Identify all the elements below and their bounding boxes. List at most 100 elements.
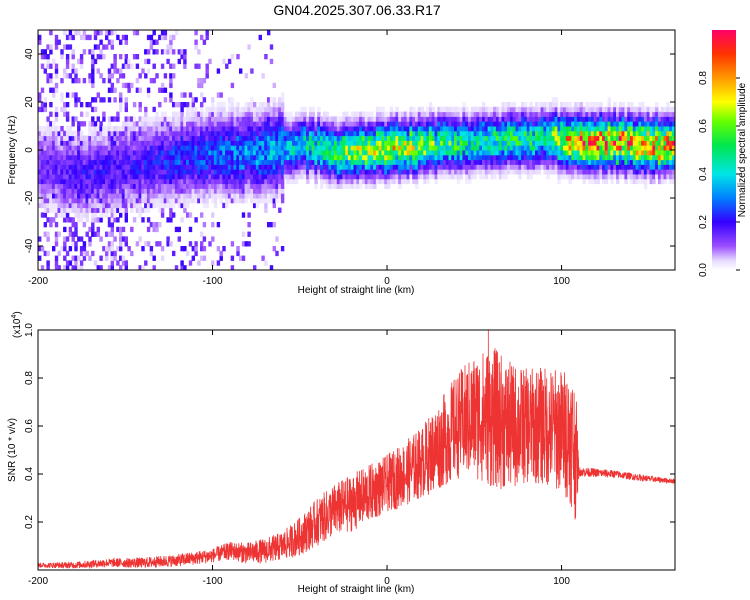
spectrogram-cell bbox=[596, 116, 600, 122]
spectrogram-cell bbox=[387, 116, 391, 122]
spectrogram-cell bbox=[85, 135, 89, 141]
spectrogram-cell bbox=[521, 145, 525, 151]
spectrogram-cell bbox=[141, 150, 145, 156]
spectrogram-cell bbox=[635, 121, 639, 127]
spectrogram-cell bbox=[244, 198, 248, 204]
spectrogram-cell bbox=[155, 39, 159, 45]
spectrogram-cell bbox=[169, 73, 173, 79]
spectrogram-cell bbox=[551, 97, 556, 103]
spectrogram-cell bbox=[102, 130, 106, 137]
spectrogram-cell bbox=[655, 140, 659, 146]
spectrogram-cell bbox=[169, 82, 173, 89]
spectrogram-cell bbox=[149, 250, 154, 257]
spectrogram-cell bbox=[325, 116, 329, 122]
spectrogram-cell bbox=[205, 159, 209, 165]
spectrogram-cell bbox=[68, 140, 73, 146]
spectrogram-cell bbox=[501, 169, 505, 175]
spectrogram-cell bbox=[43, 68, 47, 74]
spectrogram-cell bbox=[618, 135, 623, 141]
spectrogram-cell bbox=[191, 111, 195, 117]
spectrogram-cell bbox=[345, 150, 349, 156]
spectrogram-cell bbox=[286, 174, 290, 180]
spectrogram-cell bbox=[63, 241, 67, 247]
spectrogram-cell bbox=[398, 169, 402, 175]
spectrogram-cell bbox=[646, 150, 651, 156]
spectrogram-cell bbox=[91, 222, 95, 228]
spectrogram-cell bbox=[71, 217, 75, 223]
spectrogram-cell bbox=[657, 150, 662, 156]
spectrogram-cell bbox=[46, 231, 50, 237]
spectrogram-cell bbox=[146, 202, 151, 209]
spectrogram-cell bbox=[275, 145, 279, 151]
spectrogram-cell bbox=[473, 145, 477, 151]
spectrogram-cell bbox=[110, 217, 114, 223]
spectrogram-cell bbox=[233, 164, 237, 170]
spectrogram-cell bbox=[166, 217, 170, 223]
spectrogram-cell bbox=[479, 130, 483, 137]
spectrogram-cell bbox=[177, 154, 181, 161]
spectrogram-cell bbox=[250, 145, 254, 151]
spectrogram-cell bbox=[445, 145, 450, 151]
spectrogram-cell bbox=[194, 193, 198, 199]
spectrogram-cell bbox=[96, 178, 100, 185]
spectrogram-cell bbox=[227, 97, 232, 103]
spectrogram-cell bbox=[250, 97, 254, 103]
spectrogram-cell bbox=[110, 246, 114, 252]
spectrogram-cell bbox=[169, 126, 173, 132]
spectrogram-cell bbox=[200, 106, 204, 113]
spectrogram-cell bbox=[507, 164, 511, 170]
spectrogram-cell bbox=[250, 126, 254, 132]
spectrogram-cell bbox=[356, 126, 360, 132]
spectrogram-cell bbox=[403, 121, 408, 127]
spectrogram-cell bbox=[347, 159, 352, 165]
spectrogram-cell bbox=[208, 126, 212, 132]
spectrogram-cell bbox=[350, 174, 355, 180]
spectrogram-cell bbox=[367, 159, 371, 165]
spectrogram-cell bbox=[565, 111, 570, 117]
spectrogram-cell bbox=[465, 130, 469, 137]
spectrogram-cell bbox=[521, 159, 525, 165]
spectrogram-cell bbox=[85, 111, 89, 117]
spectrogram-cell bbox=[294, 111, 299, 117]
spectrogram-cell bbox=[63, 150, 67, 156]
spectrogram-cell bbox=[177, 236, 181, 242]
spectrogram-cell bbox=[54, 130, 59, 137]
spectrogram-cell bbox=[211, 236, 215, 242]
spectrogram-cell bbox=[331, 145, 335, 151]
spectrogram-cell bbox=[225, 145, 229, 151]
spectrogram-cell bbox=[253, 102, 257, 108]
spectrogram-cell bbox=[378, 135, 383, 141]
spectrogram-cell bbox=[57, 159, 61, 165]
spectrogram-cell bbox=[286, 154, 290, 161]
spectrogram-cell bbox=[166, 241, 170, 247]
spectrogram-cell bbox=[236, 111, 240, 117]
spectrogram-cell bbox=[205, 164, 209, 170]
spectrogram-cell bbox=[116, 226, 120, 233]
spectrogram-cell bbox=[646, 111, 651, 117]
spectrogram-cell bbox=[174, 174, 179, 180]
spectrogram-cell bbox=[261, 183, 265, 189]
spectrogram-cell bbox=[272, 246, 276, 252]
spectrogram-cell bbox=[356, 121, 360, 127]
spectrogram-cell bbox=[599, 169, 603, 175]
spectrogram-cell bbox=[415, 121, 419, 127]
spectrogram-cell bbox=[200, 116, 204, 122]
spectrogram-cell bbox=[387, 169, 391, 175]
spectrogram-cell bbox=[336, 174, 341, 180]
spectrogram-cell bbox=[250, 188, 254, 194]
spectrogram-cell bbox=[364, 130, 369, 137]
spectrogram-cell bbox=[130, 178, 134, 185]
spectrogram-cell bbox=[43, 145, 47, 151]
spectrogram-cell bbox=[535, 116, 539, 122]
spectrogram-cell bbox=[91, 169, 95, 175]
spectrogram-cell bbox=[303, 154, 307, 161]
spectrogram-cell bbox=[297, 169, 302, 175]
spectrogram-cell bbox=[186, 164, 190, 170]
spectrogram-cell bbox=[239, 106, 243, 113]
spectrogram-cell bbox=[236, 135, 240, 141]
spectrogram-cell bbox=[253, 159, 257, 165]
spectrogram-cell bbox=[219, 150, 223, 156]
spectrogram-cell bbox=[297, 159, 302, 165]
spectrogram-cell bbox=[79, 193, 84, 199]
spectrogram-cell bbox=[297, 140, 302, 146]
